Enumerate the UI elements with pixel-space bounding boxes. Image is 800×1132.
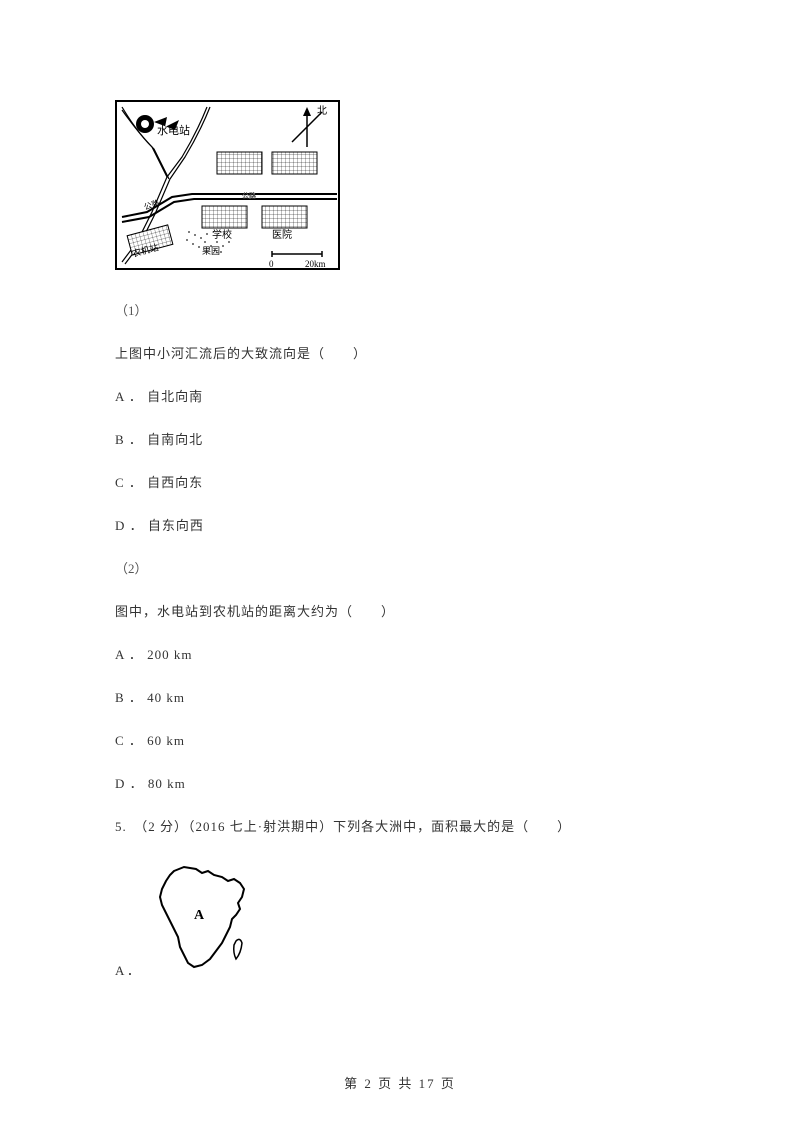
road-label: 公路 xyxy=(242,191,256,200)
q2-number: （2） xyxy=(115,558,685,577)
q2-option-d: D ． 80 km xyxy=(115,773,685,792)
q1-text: 上图中小河汇流后的大致流向是（ ） xyxy=(115,343,685,362)
africa-outline-icon: A xyxy=(144,859,264,979)
continent-figure: A xyxy=(144,859,264,984)
q2-option-b: B ． 40 km xyxy=(115,687,685,706)
svg-text:0: 0 xyxy=(269,259,274,269)
page-footer: 第 2 页 共 17 页 xyxy=(0,1073,800,1092)
building-hospital xyxy=(262,206,307,228)
school-label: 学校 xyxy=(212,228,232,241)
svg-text:北: 北 xyxy=(317,105,327,117)
compass-icon: 北 xyxy=(292,105,327,147)
building-2 xyxy=(272,152,317,174)
map-svg: 北 水电站 公路 公路 xyxy=(117,102,342,272)
q5-option-a-label: A ． xyxy=(115,960,140,979)
highway-label: 公路 xyxy=(143,197,161,211)
question-1: （1） 上图中小河汇流后的大致流向是（ ） A ． 自北向南 B ． 自南向北 … xyxy=(115,300,685,534)
hospital-label: 医院 xyxy=(272,228,292,241)
q1-number: （1） xyxy=(115,300,685,319)
building-1 xyxy=(217,152,262,174)
continent-label: A xyxy=(194,908,205,923)
question-2: （2） 图中，水电站到农机站的距离大约为（ ） A ． 200 km B ． 4… xyxy=(115,558,685,792)
svg-text:果园: 果园 xyxy=(202,246,220,256)
q2-option-a: A ． 200 km xyxy=(115,644,685,663)
svg-text:20km: 20km xyxy=(305,259,326,269)
river-2 xyxy=(167,107,207,177)
q1-option-b: B ． 自南向北 xyxy=(115,429,685,448)
map-figure: 北 水电站 公路 公路 xyxy=(115,100,340,270)
scale-bar: 0 20km xyxy=(269,251,326,269)
q5-text: 5. （2 分）（2016 七上·射洪期中）下列各大洲中，面积最大的是（ ） xyxy=(115,816,685,835)
q2-text: 图中，水电站到农机站的距离大约为（ ） xyxy=(115,601,685,620)
building-school xyxy=(202,206,247,228)
q1-option-d: D ． 自东向西 xyxy=(115,515,685,534)
svg-text:水电站: 水电站 xyxy=(157,123,190,137)
madagascar-icon xyxy=(234,939,242,959)
q1-option-c: C ． 自西向东 xyxy=(115,472,685,491)
q2-option-c: C ． 60 km xyxy=(115,730,685,749)
farm-machine: 农机站 xyxy=(127,225,173,259)
q1-option-a: A ． 自北向南 xyxy=(115,386,685,405)
q5-option-a-group: A ． A xyxy=(115,859,685,984)
hydro-station-icon: 水电站 xyxy=(136,115,190,137)
